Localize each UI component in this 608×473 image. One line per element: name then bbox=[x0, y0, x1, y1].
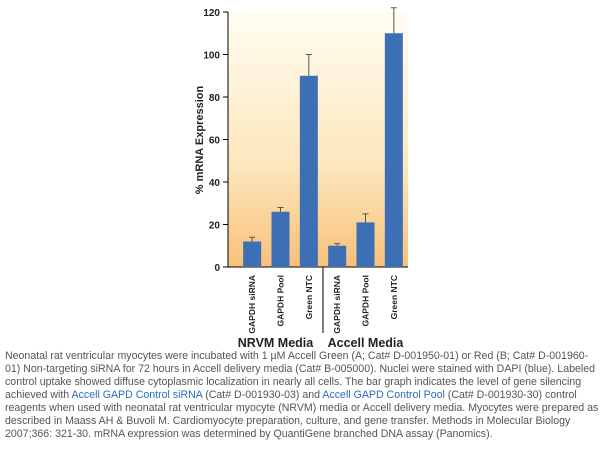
y-tick-label: 60 bbox=[209, 136, 221, 147]
y-tick-label: 80 bbox=[209, 93, 221, 104]
x-tick-label: Green NTC bbox=[389, 275, 399, 319]
caption-text: (Cat# D-001930-30) control reagents when… bbox=[5, 389, 599, 440]
error-bar bbox=[390, 7, 397, 34]
bar bbox=[299, 75, 318, 267]
y-tick-label: 0 bbox=[214, 263, 220, 274]
error-bar bbox=[362, 213, 369, 223]
y-tick-label: 20 bbox=[209, 221, 221, 232]
y-axis-label: % mRNA Expression bbox=[194, 86, 206, 195]
y-tick-label: 40 bbox=[209, 178, 221, 189]
x-tick-label: GAPDH Pool bbox=[361, 275, 371, 326]
bar bbox=[356, 222, 375, 267]
error-bar bbox=[249, 236, 256, 242]
bar bbox=[328, 245, 347, 267]
error-bar bbox=[305, 54, 312, 76]
y-tick-label: 100 bbox=[203, 51, 220, 62]
caption-link[interactable]: Accell GAPD Control siRNA bbox=[71, 389, 203, 401]
caption-text: Neonatal rat ventricular myocytes were i… bbox=[5, 350, 596, 401]
x-tick-label: GAPDH siRNA bbox=[332, 275, 342, 334]
error-bar bbox=[334, 243, 341, 246]
plot-background bbox=[228, 12, 408, 267]
bar bbox=[243, 241, 262, 267]
caption-link[interactable]: Accell GAPD Control Pool bbox=[322, 389, 445, 401]
group-label: NRVM Media bbox=[238, 336, 315, 350]
x-tick-label: GAPDH Pool bbox=[276, 275, 286, 326]
chart: % mRNA Expression 0 20 40 60 80 100 120 GAPDH s… bbox=[194, 7, 408, 350]
error-bar bbox=[277, 207, 284, 212]
y-tick-label: 120 bbox=[203, 8, 220, 19]
x-tick-label: Green NTC bbox=[304, 275, 314, 319]
bar bbox=[384, 33, 403, 267]
group-label: Accell Media bbox=[328, 336, 405, 350]
x-tick-label: GAPDH siRNA bbox=[247, 275, 257, 334]
bar bbox=[271, 211, 290, 267]
caption: Neonatal rat ventricular myocytes were i… bbox=[5, 350, 603, 441]
caption-text: (Cat# D-001930-03) and bbox=[202, 389, 323, 401]
